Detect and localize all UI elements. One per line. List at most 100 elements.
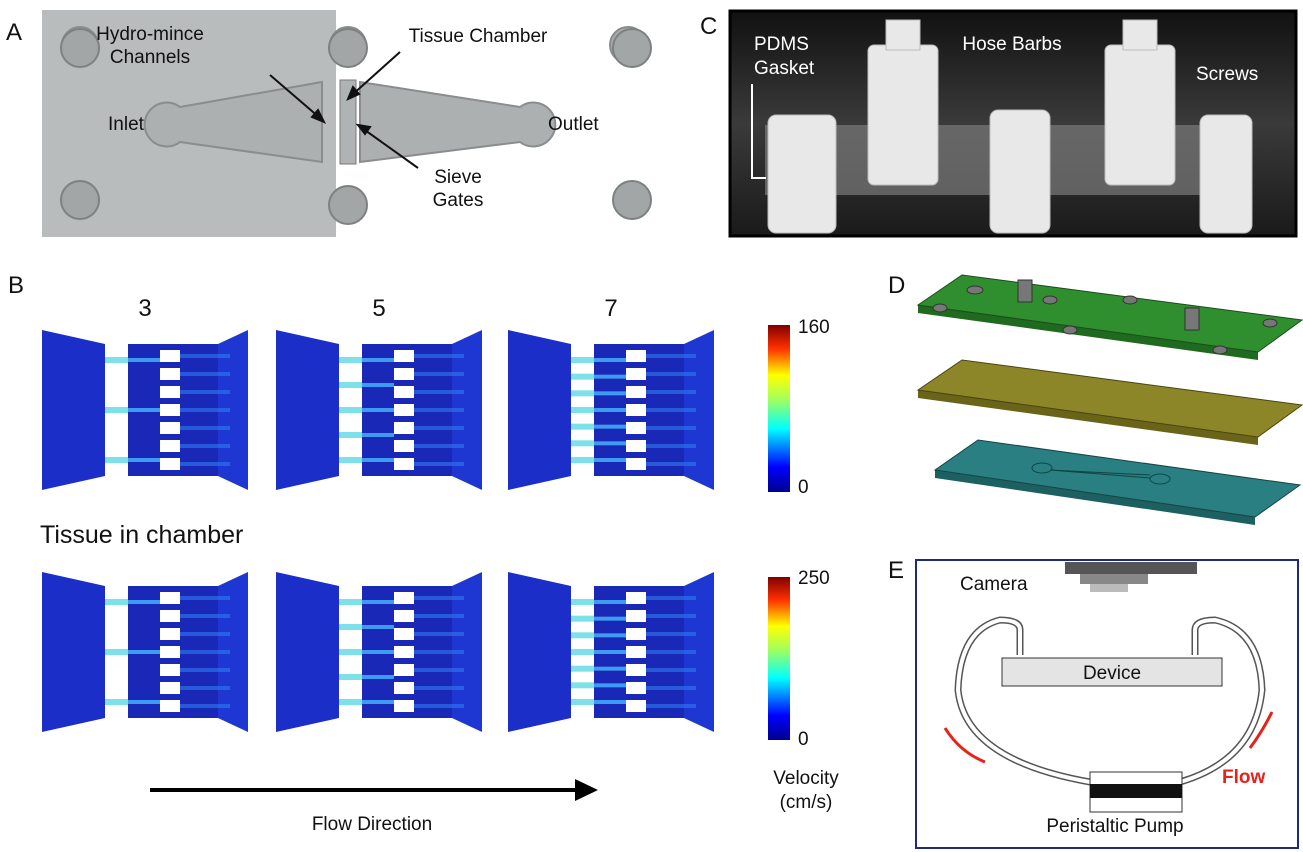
sieve-gate <box>394 664 414 676</box>
wake <box>646 354 696 358</box>
subtitle: Tissue in chamber <box>40 521 243 549</box>
panel-label: C <box>700 13 717 40</box>
jet <box>362 650 394 654</box>
colorbar-max: 250 <box>798 568 830 589</box>
annotation: Channels <box>110 47 190 68</box>
jet <box>362 600 394 604</box>
jet <box>594 600 626 604</box>
jet <box>594 375 626 379</box>
label: Flow <box>1222 767 1265 788</box>
jet <box>362 383 394 387</box>
sieve-gate <box>160 646 180 658</box>
jet <box>128 700 160 704</box>
wake <box>646 614 696 618</box>
pump-roller <box>1090 784 1182 798</box>
axis-caption: Flow Direction <box>312 814 432 835</box>
camera <box>1080 574 1148 584</box>
camera <box>1065 562 1197 574</box>
mince-channel <box>571 390 594 396</box>
mince-channel <box>339 699 362 705</box>
jet <box>128 458 160 462</box>
figure: A Hydro-mince Channels Tissue Chamber In… <box>0 0 1303 852</box>
mince-channel <box>339 407 362 413</box>
wake <box>180 668 230 672</box>
jet <box>362 408 394 412</box>
jet <box>362 458 394 462</box>
column-label: 7 <box>604 295 617 322</box>
wake <box>180 444 230 448</box>
jet <box>128 600 160 604</box>
jet <box>594 617 626 621</box>
sieve-gate <box>626 458 646 470</box>
wake <box>646 632 696 636</box>
annotation: Screws <box>1196 64 1258 85</box>
inlet-region <box>276 330 339 490</box>
sieve-gate <box>160 610 180 622</box>
wake <box>180 354 230 358</box>
mince-channel <box>571 440 594 446</box>
sieve-gate <box>394 440 414 452</box>
wake <box>180 704 230 708</box>
mince-channel <box>339 382 362 388</box>
annotation: Hose Barbs <box>962 34 1061 55</box>
mince-channel <box>105 699 128 705</box>
mince-channel <box>571 424 594 430</box>
mince-channel <box>105 649 128 655</box>
sieve-gate <box>160 458 180 470</box>
sieve-gate <box>160 664 180 676</box>
sieve-gate <box>394 368 414 380</box>
sieve-gate <box>160 628 180 640</box>
panel-a: A Hydro-mince Channels Tissue Chamber In… <box>6 10 651 237</box>
mince-channel <box>571 616 594 622</box>
sieve-gate <box>394 628 414 640</box>
sieve-gate <box>626 350 646 362</box>
mince-channel <box>339 357 362 363</box>
sieve-gate <box>626 682 646 694</box>
jet <box>594 441 626 445</box>
jet <box>362 433 394 437</box>
wake <box>646 408 696 412</box>
olive-layer <box>918 360 1302 445</box>
inlet-region <box>42 330 105 490</box>
sieve-gate <box>394 458 414 470</box>
annotation: PDMS <box>754 34 809 55</box>
simulation <box>42 572 248 732</box>
sieve-gate <box>394 592 414 604</box>
wake <box>414 596 464 600</box>
panel-label: B <box>8 272 24 299</box>
column-label: 5 <box>372 295 385 322</box>
simulation <box>276 572 482 732</box>
colorbar <box>768 325 790 492</box>
wake <box>180 408 230 412</box>
wake <box>646 372 696 376</box>
sieve-gate <box>626 610 646 622</box>
colorbar-caption: (cm/s) <box>780 792 833 813</box>
simulation <box>508 572 714 732</box>
mince-channel <box>571 374 594 380</box>
mince-channel <box>339 649 362 655</box>
colorbar-max: 160 <box>798 317 830 338</box>
mince-channel <box>571 407 594 413</box>
camera <box>1090 584 1128 592</box>
mince-channel <box>339 674 362 680</box>
label: Camera <box>960 574 1028 595</box>
wake <box>180 596 230 600</box>
jet <box>594 425 626 429</box>
sieve-gate <box>160 700 180 712</box>
mince-channel <box>105 357 128 363</box>
wake <box>646 686 696 690</box>
jet <box>362 675 394 679</box>
wake <box>180 614 230 618</box>
inlet-region <box>42 572 105 732</box>
label: Peristaltic Pump <box>1046 816 1183 837</box>
sieve-gate <box>160 350 180 362</box>
wake <box>180 462 230 466</box>
jet <box>594 667 626 671</box>
panel-c: C PDMS Gasket Hose Barbs Screws <box>700 11 1296 236</box>
sieve-gate <box>160 368 180 380</box>
wake <box>646 390 696 394</box>
wake <box>414 668 464 672</box>
mince-channel <box>105 457 128 463</box>
wake <box>646 444 696 448</box>
wake <box>646 668 696 672</box>
